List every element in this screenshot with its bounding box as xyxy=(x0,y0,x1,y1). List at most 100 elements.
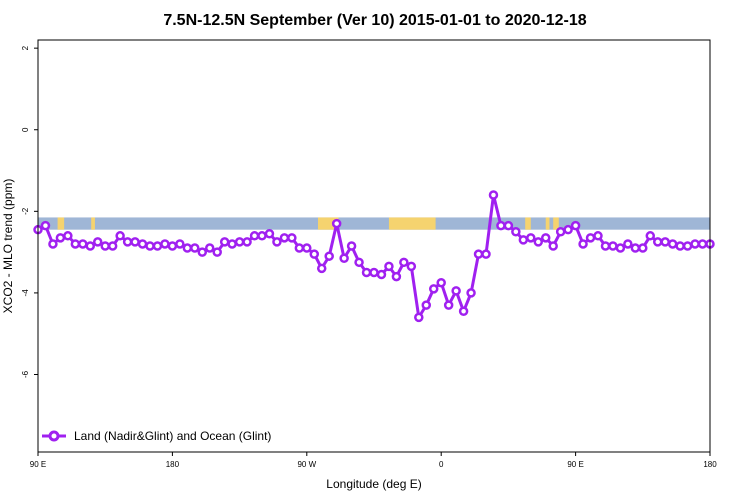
data-point xyxy=(682,241,693,251)
data-point xyxy=(130,237,140,247)
data-point xyxy=(503,220,514,231)
y-tick-label: -6 xyxy=(21,370,30,378)
data-point xyxy=(85,241,96,251)
data-point xyxy=(690,239,700,249)
data-point xyxy=(675,241,685,251)
data-point xyxy=(339,253,349,263)
data-point xyxy=(615,243,626,253)
data-point xyxy=(227,239,237,249)
data-point xyxy=(563,224,573,235)
data-point xyxy=(167,241,178,251)
data-point xyxy=(92,237,103,247)
legend-label: Land (Nadir&Glint) and Ocean (Glint) xyxy=(74,429,271,443)
data-point xyxy=(645,231,656,241)
data-point xyxy=(421,300,432,310)
data-point xyxy=(443,300,454,310)
data-point xyxy=(249,231,260,241)
data-point xyxy=(526,233,536,243)
data-point xyxy=(414,312,424,323)
data-point xyxy=(481,249,491,259)
land-band-segment xyxy=(388,217,436,230)
data-point xyxy=(309,249,320,259)
data-point xyxy=(630,243,641,253)
legend-marker-swatch xyxy=(48,430,60,442)
data-point xyxy=(294,243,305,253)
data-point xyxy=(264,229,275,239)
data-point xyxy=(361,267,372,278)
x-tick-label: 0 xyxy=(439,460,444,469)
y-axis: 2 0 -2 -4 -6 xyxy=(21,45,38,378)
data-point xyxy=(219,237,230,247)
data-point xyxy=(533,237,544,247)
data-point xyxy=(608,241,618,251)
data-point xyxy=(518,235,529,245)
data-point xyxy=(652,237,663,247)
series-layer xyxy=(33,190,715,323)
data-point xyxy=(107,241,118,251)
data-point xyxy=(369,267,379,278)
land-band-segment xyxy=(545,217,550,230)
data-point xyxy=(346,241,357,251)
y-tick-label: 0 xyxy=(21,127,30,132)
data-point xyxy=(63,231,73,241)
data-point xyxy=(197,247,208,257)
data-point xyxy=(279,233,290,243)
x-axis: 90 E 180 90 W 0 90 E 180 xyxy=(30,452,717,469)
data-point xyxy=(496,220,506,231)
data-point xyxy=(137,239,148,249)
data-point xyxy=(316,263,327,274)
data-point xyxy=(697,239,708,249)
data-point xyxy=(287,233,297,243)
land-band-segment xyxy=(57,217,65,230)
series-line xyxy=(37,193,710,319)
land-band-segment xyxy=(553,217,559,230)
data-point xyxy=(242,237,252,247)
data-point xyxy=(78,239,88,249)
data-point xyxy=(436,277,446,288)
data-point xyxy=(160,239,170,249)
data-point xyxy=(204,243,215,253)
data-point xyxy=(175,239,185,249)
x-axis-label: Longitude (deg E) xyxy=(326,477,421,491)
data-point xyxy=(660,237,670,247)
plot-frame xyxy=(37,39,711,453)
data-point xyxy=(190,243,200,253)
legend: Land (Nadir&Glint) and Ocean (Glint) xyxy=(42,429,271,443)
data-point xyxy=(272,237,282,247)
y-tick-label: -4 xyxy=(21,289,30,297)
data-point xyxy=(152,241,163,251)
data-point xyxy=(473,249,484,259)
data-point xyxy=(466,288,476,298)
x-tick-label: 180 xyxy=(166,460,180,469)
land-band-segment xyxy=(525,217,531,230)
data-point xyxy=(667,239,678,249)
data-point xyxy=(593,231,603,241)
data-point xyxy=(100,241,110,251)
land-band-segment xyxy=(91,217,95,230)
data-point xyxy=(511,226,521,237)
data-point xyxy=(600,241,611,251)
data-point xyxy=(122,237,133,247)
data-point xyxy=(428,284,439,294)
data-point xyxy=(302,243,312,253)
y-tick-label: -2 xyxy=(21,207,30,215)
x-tick-label: 180 xyxy=(703,460,717,469)
data-point xyxy=(578,239,588,249)
data-point xyxy=(331,218,342,229)
data-point xyxy=(212,247,222,257)
data-point xyxy=(391,271,402,282)
data-point xyxy=(376,269,387,280)
data-point xyxy=(354,257,364,268)
x-tick-label: 90 W xyxy=(297,460,316,469)
surface-type-band xyxy=(38,217,710,230)
data-point xyxy=(48,239,58,249)
data-point xyxy=(451,286,461,296)
x-tick-label: 90 E xyxy=(30,460,46,469)
data-point xyxy=(488,190,499,200)
data-point xyxy=(257,231,267,241)
data-point xyxy=(115,231,125,241)
y-tick-label: 2 xyxy=(21,45,30,50)
data-point xyxy=(585,233,596,243)
x-tick-label: 90 E xyxy=(567,460,583,469)
